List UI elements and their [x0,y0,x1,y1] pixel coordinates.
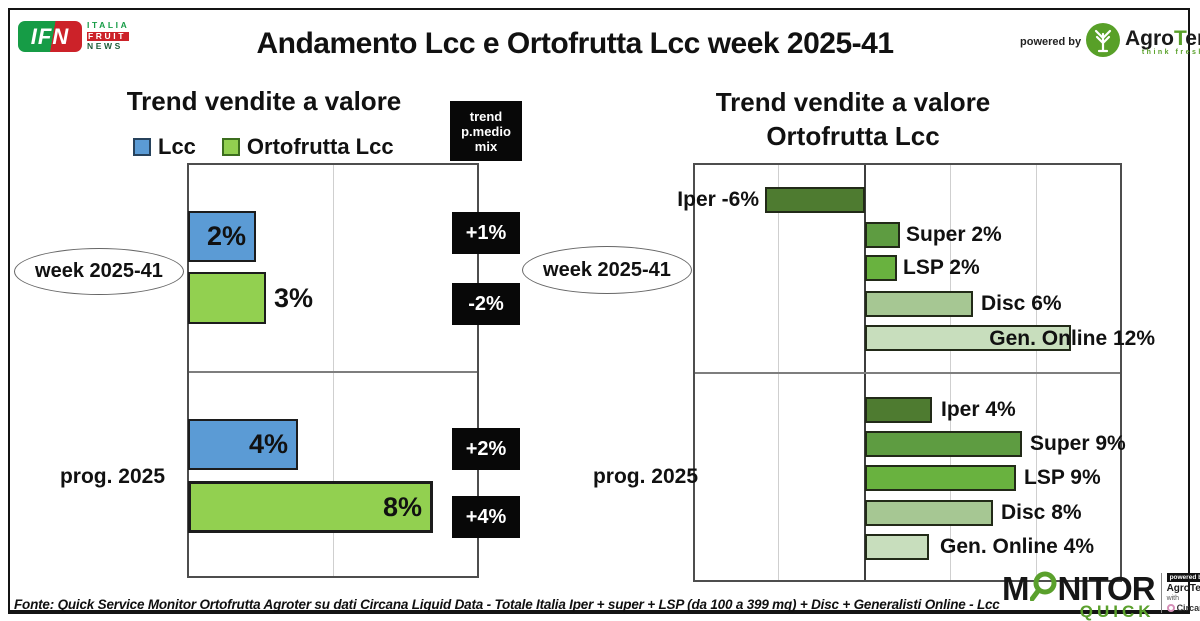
bar-week-lcc-value: 2% [206,221,246,251]
left-chart-gridline [333,165,334,576]
monitor-quick-logo: M NITOR QUICK powered by AgroTer with Ci… [1002,569,1200,621]
page-border [8,8,1190,614]
right-prog-label: prog. 2025 [592,465,699,488]
trend-header-line2: p.medio [461,123,511,139]
bar-prog-lcc-value: 4% [248,429,288,459]
bar-week-iper [765,187,865,213]
label-prog-disc: Disc 8% [1001,501,1082,524]
right-chart-plot-area [693,163,1122,582]
bar-week-disc [865,291,973,317]
left-week-ellipse-label: week 2025-41 [14,248,184,295]
bar-prog-lsp [865,465,1016,491]
label-prog-super: Super 9% [1030,432,1126,455]
bar-prog-super [865,431,1022,457]
monitor-wordmark: M NITOR QUICK [1002,569,1156,621]
bar-prog-disc [865,500,993,526]
powered-by-label: powered by [1020,36,1082,48]
label-week-lsp: LSP 2% [903,256,980,279]
label-week-super: Super 2% [906,223,1002,246]
trend-header-line3: mix [474,138,498,154]
trend-box-prog-lcc: +2% [452,428,520,470]
magnifier-icon [1029,571,1057,606]
bar-week-gen-online [865,325,1071,351]
ifn-logo: IFN ITALIA FRUIT NEWS [18,20,130,52]
left-chart-section-divider [189,371,477,373]
label-prog-iper: Iper 4% [941,398,1016,421]
trend-header-line1: trend [469,108,503,124]
circana-logo: Circana. [1166,603,1200,613]
trend-pmedio-mix-header: trend p.medio mix [450,101,522,161]
label-prog-gen-online: Gen. Online 4% [940,535,1095,558]
label-prog-lsp: LSP 9% [1024,466,1101,489]
right-chart-section-divider [695,372,1120,374]
trend-box-week-ortofrutta: -2% [452,283,520,325]
ifn-logo-badge: IFN [18,21,82,52]
left-chart-title: Trend vendite a valore [126,86,402,116]
left-prog-label: prog. 2025 [59,465,166,488]
bar-week-lcc: 2% [188,211,256,262]
label-week-iper: Iper -6% [677,188,759,211]
monitor-text-quick: QUICK [1079,602,1155,621]
monitor-powered-by-label: powered by [1166,573,1200,582]
monitor-with-label: with [1166,595,1180,602]
agroter-wordmark: AgroTer [1125,27,1200,50]
bar-week-ortofrutta-value: 3% [274,283,314,313]
agroter-tagline: think fresh [1141,49,1200,56]
bar-prog-gen-online [865,534,929,560]
legend-swatch-lcc [133,138,151,156]
agroter-tree-icon [1085,22,1121,63]
bar-week-ortofrutta [188,272,266,324]
legend-label-ortofrutta: Ortofrutta Lcc [246,134,394,159]
legend-item-ortofrutta: Ortofrutta Lcc [221,134,394,160]
legend-item-lcc: Lcc [133,134,196,160]
agroter-logo: AgroTer think fresh [1085,22,1200,63]
monitor-powered-by-block: powered by AgroTer with Circana. [1160,573,1200,613]
ifn-word-fruit: FRUIT [87,31,130,41]
source-note: Fonte: Quick Service Monitor Ortofrutta … [14,597,1000,612]
trend-box-week-lcc: +1% [452,212,520,254]
right-chart-title-line1: Trend vendite a valore [715,87,991,117]
trend-box-prog-ortofrutta: +4% [452,496,520,538]
bar-prog-ortofrutta: 8% [188,481,433,533]
monitor-text-nitor: NITOR [1057,569,1156,607]
right-week-ellipse-label: week 2025-41 [522,246,692,294]
left-chart-plot-area [187,163,479,578]
left-chart-legend: Lcc Ortofrutta Lcc [133,134,394,160]
right-chart-title-line2: Ortofrutta Lcc [766,121,940,151]
bar-prog-lcc: 4% [188,419,298,470]
bar-prog-ortofrutta-value: 8% [382,491,422,522]
monitor-text-m: M [1002,569,1029,607]
ifn-word-news: NEWS [87,41,123,51]
label-week-disc: Disc 6% [981,292,1062,315]
ifn-logo-words: ITALIA FRUIT NEWS [87,20,130,52]
label-week-gen-online: Gen. Online 12% [989,327,1155,350]
legend-label-lcc: Lcc [158,134,196,159]
bar-week-super [865,222,900,248]
legend-swatch-ortofrutta [221,138,240,156]
monitor-agroter-label: AgroTer [1166,583,1200,594]
circana-icon [1166,604,1175,612]
ifn-word-italia: ITALIA [87,20,130,30]
bar-week-lsp [865,255,897,281]
bar-prog-iper [865,397,932,423]
page-title: Andamento Lcc e Ortofrutta Lcc week 2025… [256,27,894,60]
